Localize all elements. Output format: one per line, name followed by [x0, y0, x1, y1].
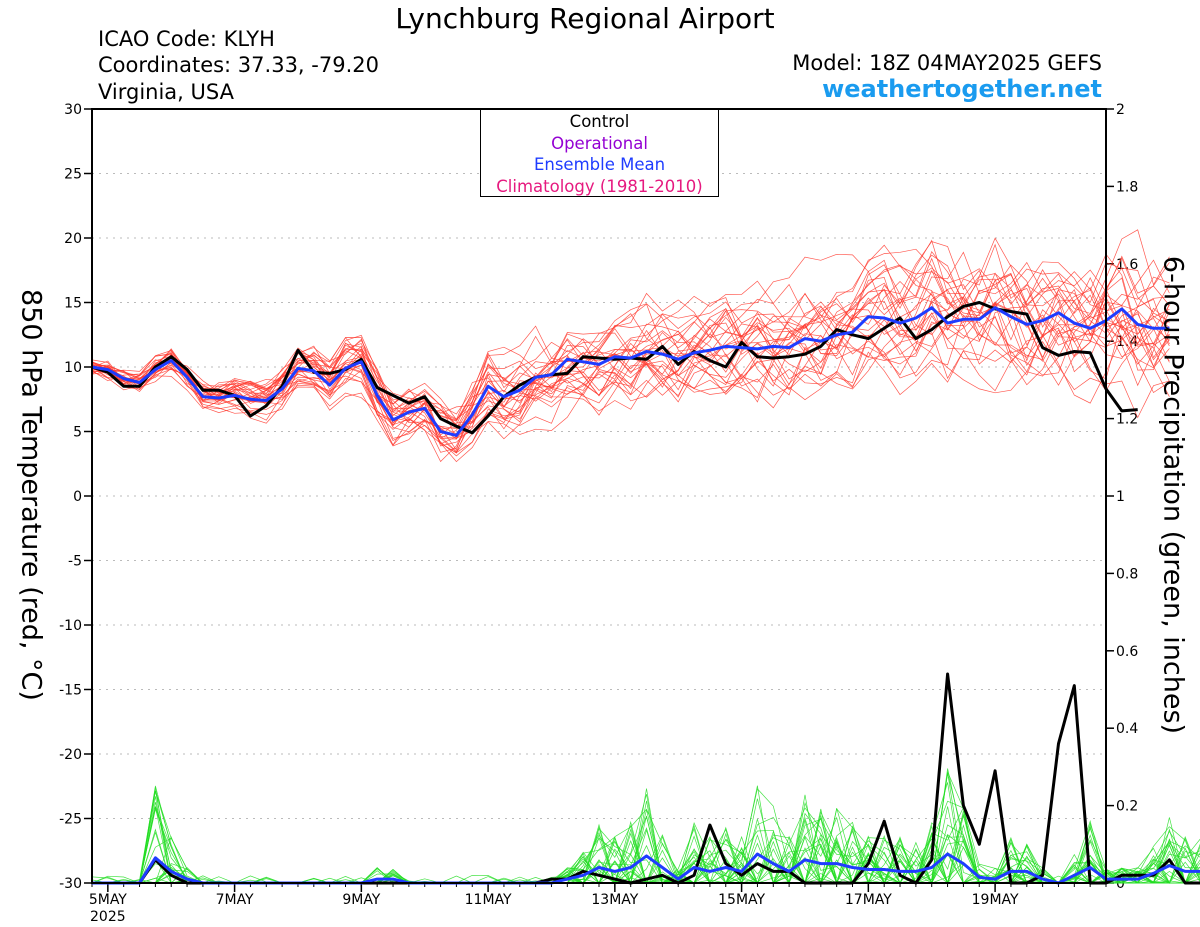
temp-member-line — [92, 244, 1170, 445]
temp-member-line — [91, 272, 1170, 453]
temp-member-line — [91, 255, 1170, 454]
temp-member-line — [91, 262, 1170, 422]
chart-title: Lynchburg Regional Airport — [395, 2, 775, 35]
temp-member-line — [91, 309, 1170, 421]
y2-tick-label: 1 — [1116, 489, 1125, 505]
y2-tick-label: 0.4 — [1116, 721, 1138, 737]
temp-member-line — [91, 288, 1170, 430]
y2-tick-label: 0.8 — [1116, 566, 1138, 582]
y2-tick-label: 1.2 — [1116, 412, 1138, 428]
temp-member-line — [91, 251, 1170, 436]
legend-control: Control — [569, 112, 630, 131]
x-tick-label: 9MAY — [342, 892, 380, 908]
y-tick-label: 5 — [73, 425, 82, 441]
model-run: Model: 18Z 04MAY2025 GEFS — [792, 51, 1102, 75]
temp-member-line — [91, 277, 1170, 440]
temp-member-line — [91, 254, 1170, 430]
x-tick-label: 5MAY — [89, 892, 127, 908]
temp-member-line — [91, 237, 1170, 424]
y-tick-label: -25 — [59, 812, 82, 828]
y-tick-label: 30 — [64, 102, 82, 118]
precip-member-line — [92, 815, 1200, 884]
y-tick-label: -15 — [59, 683, 82, 699]
x-tick-label: 17MAY — [845, 892, 892, 908]
control-precipitation-line — [92, 672, 1200, 885]
temp-member-line — [91, 248, 1170, 440]
x-tick-sublabel: 2025 — [90, 909, 126, 925]
y-tick-label: -20 — [59, 747, 82, 763]
x-tick-label: 15MAY — [718, 892, 765, 908]
legend-climatology: Climatology (1981-2010) — [496, 176, 703, 196]
y-tick-label: 20 — [64, 231, 82, 247]
y-tick-label: 0 — [73, 489, 82, 505]
y2-tick-label: 2 — [1116, 102, 1125, 118]
y-tick-label: 10 — [64, 360, 82, 376]
temp-member-line — [91, 241, 1170, 457]
x-tick-label: 11MAY — [465, 892, 512, 908]
y-axis-label-right: 6-hour Precipitation (green, inches) — [1157, 255, 1189, 735]
ensemble-mean-temperature-line — [91, 306, 1170, 437]
x-tick-label: 19MAY — [972, 892, 1019, 908]
x-tick-label: 7MAY — [216, 892, 254, 908]
coordinates: Coordinates: 37.33, -79.20 — [98, 53, 379, 77]
temp-member-line — [91, 239, 1170, 451]
x-tick-label: 13MAY — [591, 892, 638, 908]
y2-tick-label: 1.8 — [1116, 179, 1138, 195]
legend-operational: Operational — [551, 133, 648, 153]
site-link[interactable]: weathertogether.net — [822, 75, 1102, 103]
y-tick-label: -5 — [68, 554, 82, 570]
temp-member-line — [91, 262, 1170, 416]
y-tick-label: -10 — [59, 618, 82, 634]
temp-member-line — [91, 277, 1170, 446]
y2-tick-label: 0 — [1116, 876, 1125, 892]
legend: Control Operational Ensemble Mean Climat… — [480, 109, 719, 197]
y2-tick-label: 0.2 — [1116, 799, 1138, 815]
precip-member-line — [92, 814, 1200, 885]
y-tick-label: 15 — [64, 296, 82, 312]
y2-tick-label: 0.6 — [1116, 644, 1138, 660]
control-temperature-line — [91, 301, 1138, 435]
y-tick-label: -30 — [59, 876, 82, 892]
icao-code: ICAO Code: KLYH — [98, 27, 275, 51]
region: Virginia, USA — [98, 80, 234, 104]
y-tick-label: 25 — [64, 167, 82, 183]
y-axis-label-left: 850 hPa Temperature (red, °C) — [15, 289, 47, 701]
temp-member-line — [91, 261, 1170, 440]
legend-ensemble-mean: Ensemble Mean — [533, 155, 666, 174]
temp-member-line — [91, 273, 1170, 439]
